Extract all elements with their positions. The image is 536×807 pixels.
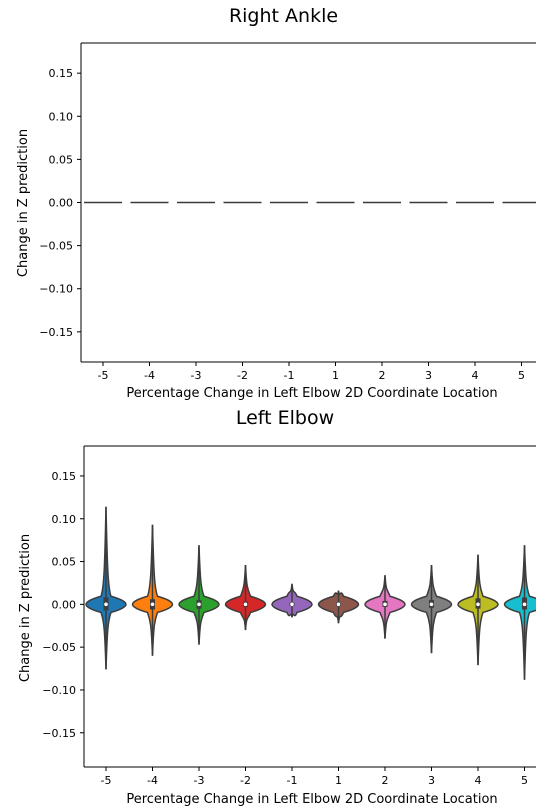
x-tick-label: -5 <box>98 369 109 382</box>
x-tick-label: -5 <box>101 774 112 787</box>
x-axis-label: Percentage Change in Left Elbow 2D Coord… <box>126 386 497 401</box>
x-tick-label: -4 <box>147 774 158 787</box>
y-tick-label: 0.05 <box>52 556 77 569</box>
chart-title: Left Elbow <box>236 407 334 429</box>
x-tick-label: 5 <box>521 774 528 787</box>
y-tick-label: −0.05 <box>39 240 73 253</box>
y-tick-label: 0.00 <box>52 598 77 611</box>
y-tick-label: −0.10 <box>39 283 73 296</box>
violin-median <box>104 602 108 607</box>
y-tick-label: −0.05 <box>42 641 76 654</box>
violin-median <box>429 602 434 607</box>
chart-title: Right Ankle <box>229 5 338 27</box>
subplot-left-elbow: Left Elbow 0.15 0.10 0.05 0.00 −0.05 −0.10 −0.1… <box>18 407 536 807</box>
y-tick-label: −0.10 <box>42 684 76 697</box>
x-tick-label: 4 <box>472 369 479 382</box>
subplot-right-ankle: Right Ankle 0.15 0.10 0.05 0.00 −0.05 −0.10 −0.… <box>16 5 536 401</box>
x-tick-label: 4 <box>475 774 482 787</box>
x-tick-label: -4 <box>144 369 155 382</box>
x-tick-label: 1 <box>332 369 339 382</box>
y-axis-label: Change in Z prediction <box>16 129 31 277</box>
x-tick-label: 1 <box>335 774 342 787</box>
violin-median <box>336 602 341 607</box>
y-tick-label: 0.10 <box>49 110 74 123</box>
x-tick-label: 5 <box>518 369 525 382</box>
x-axis-label: Percentage Change in Left Elbow 2D Coord… <box>126 792 497 807</box>
violin-median <box>476 602 480 607</box>
violin-median <box>197 602 201 607</box>
y-tick-label: −0.15 <box>39 326 73 339</box>
y-tick-label: 0.05 <box>49 153 74 166</box>
x-tick-label: -3 <box>194 774 205 787</box>
x-tick-label: -1 <box>284 369 295 382</box>
violin-median <box>522 602 527 607</box>
x-tick-label: -3 <box>191 369 202 382</box>
x-tick-label: -1 <box>287 774 298 787</box>
x-tick-label: -2 <box>240 774 251 787</box>
y-tick-label: −0.15 <box>42 727 76 740</box>
y-tick-label: 0.10 <box>52 513 77 526</box>
y-tick-label: 0.00 <box>49 197 74 210</box>
x-tick-label: 3 <box>425 369 432 382</box>
violin-median <box>290 602 294 607</box>
violin-median <box>383 602 387 607</box>
y-tick-label: 0.15 <box>52 470 77 483</box>
violin-median <box>243 602 248 607</box>
x-tick-label: 2 <box>382 774 389 787</box>
x-tick-label: 3 <box>428 774 435 787</box>
y-tick-label: 0.15 <box>49 67 74 80</box>
violin-body <box>503 545 536 680</box>
x-tick-label: -2 <box>237 369 248 382</box>
x-tick-label: 2 <box>379 369 386 382</box>
violin-median <box>150 602 155 607</box>
y-axis-label: Change in Z prediction <box>18 534 33 682</box>
